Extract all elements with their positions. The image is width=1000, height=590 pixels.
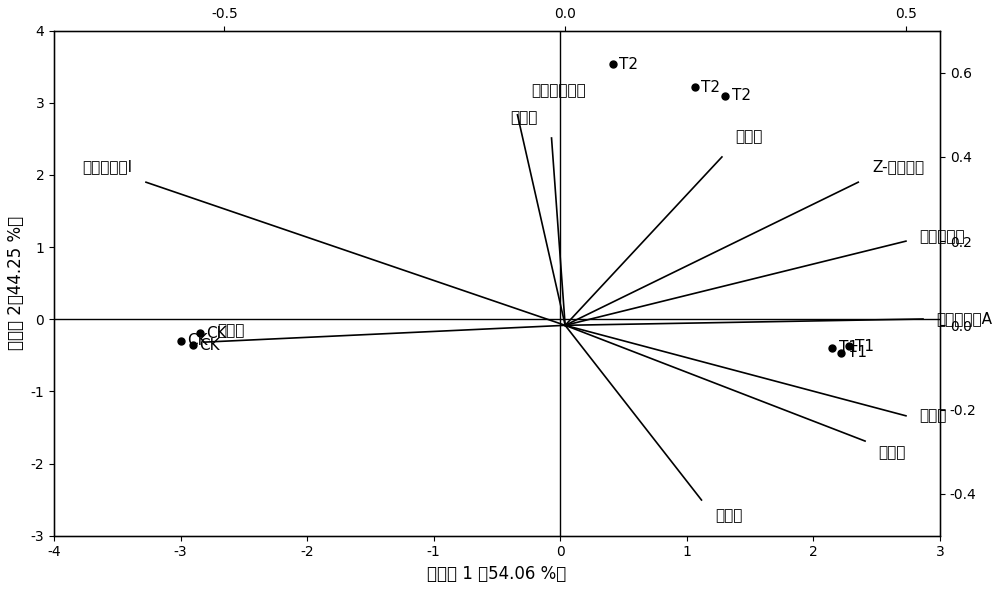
Text: Z-藁本内酯: Z-藁本内酯 bbox=[872, 159, 924, 174]
Text: 洋川芎内酯A: 洋川芎内酯A bbox=[937, 312, 993, 326]
Text: CK: CK bbox=[187, 333, 208, 349]
Text: 洋川芎内酯I: 洋川芎内酯I bbox=[82, 159, 132, 174]
X-axis label: 主成分 1 （54.06 %）: 主成分 1 （54.06 %） bbox=[427, 565, 567, 583]
Text: T1: T1 bbox=[855, 339, 874, 354]
Text: T1: T1 bbox=[848, 345, 867, 360]
Text: T2: T2 bbox=[732, 88, 751, 103]
Text: T1: T1 bbox=[839, 340, 858, 355]
Text: 细胞分裂素: 细胞分裂素 bbox=[920, 230, 965, 244]
Text: 阿魏酸松柏酯: 阿魏酸松柏酯 bbox=[531, 83, 586, 98]
Y-axis label: 主成分 2（44.25 %）: 主成分 2（44.25 %） bbox=[7, 216, 25, 350]
Text: 水杨酸: 水杨酸 bbox=[715, 509, 742, 523]
Text: T2: T2 bbox=[701, 80, 720, 95]
Text: 阿魏酸: 阿魏酸 bbox=[920, 408, 947, 423]
Text: 茅莘酸: 茅莘酸 bbox=[879, 445, 906, 460]
Text: T2: T2 bbox=[619, 57, 638, 72]
Text: 生长素: 生长素 bbox=[511, 110, 538, 126]
Text: 赤霎素: 赤霎素 bbox=[736, 129, 763, 145]
Text: CK: CK bbox=[200, 338, 220, 353]
Text: CK: CK bbox=[206, 326, 226, 340]
Text: 脱落酸: 脱落酸 bbox=[218, 323, 245, 338]
